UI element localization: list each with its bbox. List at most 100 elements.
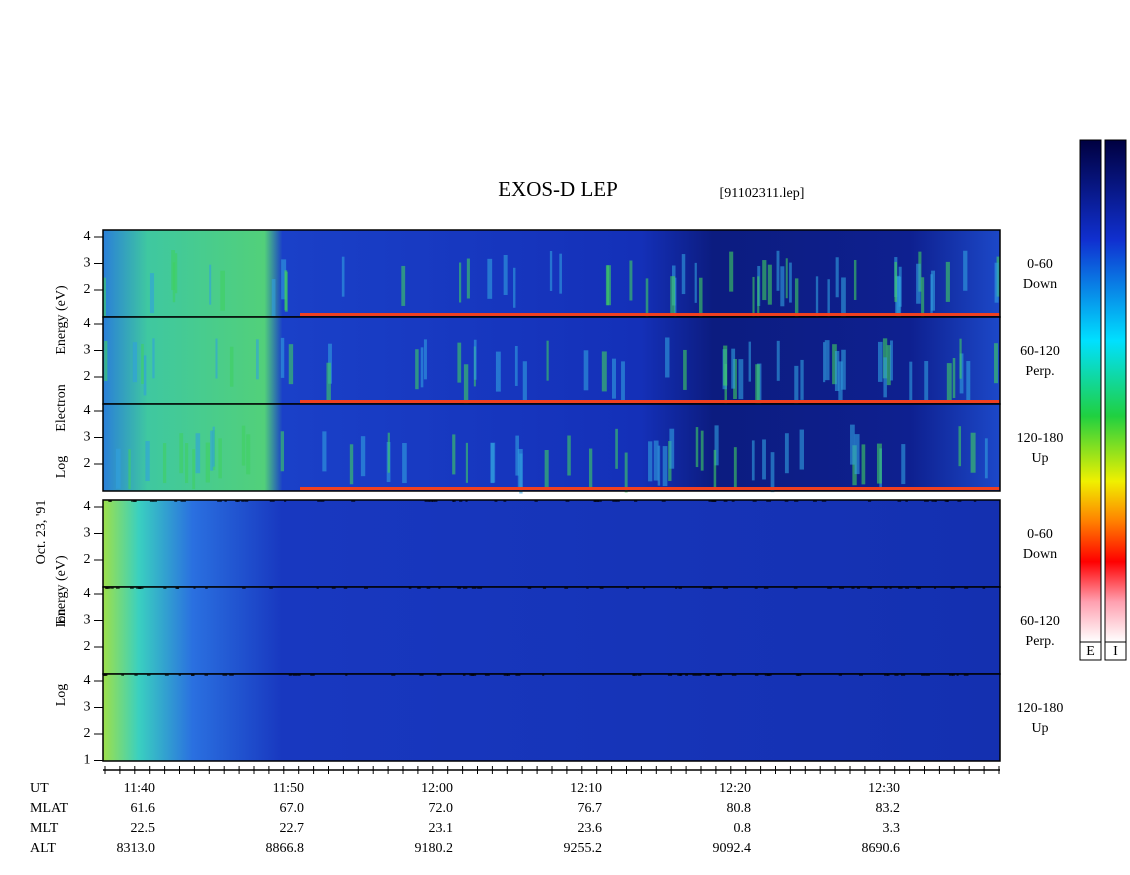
streak <box>544 450 549 491</box>
axis-label: Electron <box>54 384 69 431</box>
streak <box>175 253 178 294</box>
streak <box>685 674 688 676</box>
streak <box>973 500 977 502</box>
streak <box>402 443 407 484</box>
streak <box>895 275 901 316</box>
streak <box>633 674 637 676</box>
streak <box>588 448 593 489</box>
streak <box>723 587 729 589</box>
streak <box>762 260 767 301</box>
streak <box>269 587 273 589</box>
streak <box>192 449 196 490</box>
streak <box>104 587 109 589</box>
row-value: 11:40 <box>124 781 155 796</box>
streak <box>424 500 430 502</box>
streak <box>931 270 936 311</box>
streak <box>916 263 921 304</box>
streak <box>886 345 891 386</box>
streak <box>224 500 227 502</box>
streak <box>174 500 178 502</box>
streak <box>795 674 800 676</box>
streak <box>178 674 181 676</box>
streak <box>132 342 138 383</box>
streak <box>171 250 176 291</box>
streak <box>738 359 744 400</box>
streak <box>921 674 926 676</box>
streak <box>708 500 713 502</box>
streak <box>583 350 589 391</box>
streak <box>637 674 642 676</box>
streak <box>799 429 804 470</box>
streak <box>956 674 959 676</box>
streak <box>952 674 955 676</box>
spectrogram <box>103 404 1000 491</box>
streak <box>246 434 251 475</box>
colorbar-box <box>1104 641 1127 661</box>
streak <box>515 435 519 476</box>
streak <box>205 442 210 483</box>
y-tick-label: 2 <box>84 369 91 384</box>
streak <box>527 587 532 589</box>
row-name: ALT <box>30 841 56 856</box>
streak <box>982 587 986 589</box>
row-value: 22.7 <box>280 821 305 836</box>
streak <box>894 261 898 302</box>
title: EXOS-D LEP <box>498 177 618 201</box>
streak <box>867 587 872 589</box>
streak <box>280 337 285 378</box>
streak <box>878 341 883 382</box>
streak <box>964 587 969 589</box>
streak <box>850 424 855 465</box>
streak <box>111 587 114 589</box>
streak <box>297 674 301 676</box>
panel-label: 120-180 <box>1017 701 1064 716</box>
streak <box>109 500 113 502</box>
streak <box>754 674 759 676</box>
panel-label: 0-60 <box>1027 527 1053 542</box>
streak <box>794 500 799 502</box>
streak <box>785 258 788 299</box>
spectrogram <box>103 587 1000 674</box>
y-tick-label: 1 <box>84 753 91 768</box>
streak <box>698 277 703 318</box>
streak <box>694 262 697 303</box>
panel-label: Perp. <box>1025 364 1054 379</box>
streak <box>420 347 424 388</box>
streak <box>706 674 710 676</box>
streak <box>884 674 889 676</box>
date: Oct. 23, '91 <box>34 500 49 565</box>
row-value: 12:30 <box>868 781 900 796</box>
streak <box>894 674 899 676</box>
streak <box>853 259 857 300</box>
streak <box>218 438 222 479</box>
streak <box>162 443 167 484</box>
streak <box>921 277 925 318</box>
streak <box>731 500 735 502</box>
y-tick-label: 3 <box>84 430 91 445</box>
panel-label: Perp. <box>1025 634 1054 649</box>
y-tick-label: 4 <box>84 403 91 418</box>
streak <box>934 500 937 502</box>
row-value: 11:50 <box>273 781 304 796</box>
streak <box>711 500 716 502</box>
streak <box>242 587 246 589</box>
streak <box>484 674 490 676</box>
streak <box>883 357 887 398</box>
streak <box>321 500 325 502</box>
streak <box>780 266 785 307</box>
y-tick-label: 3 <box>84 343 91 358</box>
streak <box>924 500 929 502</box>
streak <box>220 270 225 311</box>
streak <box>136 587 141 589</box>
y-tick-label: 3 <box>84 613 91 628</box>
streak <box>217 500 222 502</box>
streak <box>586 587 589 589</box>
streak <box>889 587 892 589</box>
streak <box>503 254 508 295</box>
spectrogram <box>103 317 1000 404</box>
panel-label: Down <box>1023 547 1057 562</box>
streak <box>648 441 653 482</box>
streak <box>149 273 155 314</box>
row-value: 9180.2 <box>415 841 454 856</box>
streak <box>757 276 760 317</box>
